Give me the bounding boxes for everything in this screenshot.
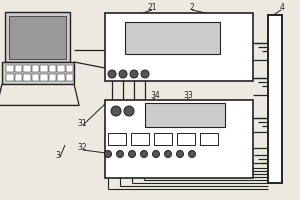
Bar <box>14 65 22 72</box>
Bar <box>145 103 225 127</box>
Circle shape <box>111 106 121 116</box>
Bar <box>105 100 253 178</box>
Bar <box>268 15 282 183</box>
Bar <box>105 13 253 81</box>
Bar <box>9 16 66 59</box>
Bar <box>32 74 39 81</box>
Bar <box>49 65 56 72</box>
Bar <box>57 65 64 72</box>
Bar <box>40 74 47 81</box>
Text: 31: 31 <box>77 118 87 128</box>
Bar <box>6 65 14 72</box>
Text: 3: 3 <box>56 150 60 160</box>
Circle shape <box>124 106 134 116</box>
Bar <box>108 133 126 145</box>
Polygon shape <box>0 84 79 105</box>
Bar <box>65 65 73 72</box>
Circle shape <box>164 150 172 158</box>
Circle shape <box>140 150 148 158</box>
Bar <box>5 12 70 62</box>
Circle shape <box>141 70 149 78</box>
Circle shape <box>104 150 112 158</box>
Circle shape <box>119 70 127 78</box>
Bar <box>14 74 22 81</box>
Bar <box>177 133 195 145</box>
Bar <box>49 74 56 81</box>
Bar <box>125 22 220 54</box>
Circle shape <box>176 150 184 158</box>
Text: 2: 2 <box>190 3 194 12</box>
Circle shape <box>128 150 136 158</box>
Circle shape <box>130 70 138 78</box>
Bar <box>40 65 47 72</box>
Bar <box>57 74 64 81</box>
Bar <box>200 133 218 145</box>
Text: 33: 33 <box>183 92 193 100</box>
Text: 4: 4 <box>280 3 284 12</box>
Bar <box>131 133 149 145</box>
Bar <box>154 133 172 145</box>
Text: 32: 32 <box>77 144 87 152</box>
Circle shape <box>116 150 124 158</box>
Bar <box>2 62 74 84</box>
Bar <box>65 74 73 81</box>
Bar <box>23 65 31 72</box>
Circle shape <box>188 150 196 158</box>
Text: 34: 34 <box>150 92 160 100</box>
Bar <box>6 74 14 81</box>
Circle shape <box>108 70 116 78</box>
Bar <box>32 65 39 72</box>
Text: 21: 21 <box>147 3 157 12</box>
Circle shape <box>152 150 160 158</box>
Bar <box>23 74 31 81</box>
